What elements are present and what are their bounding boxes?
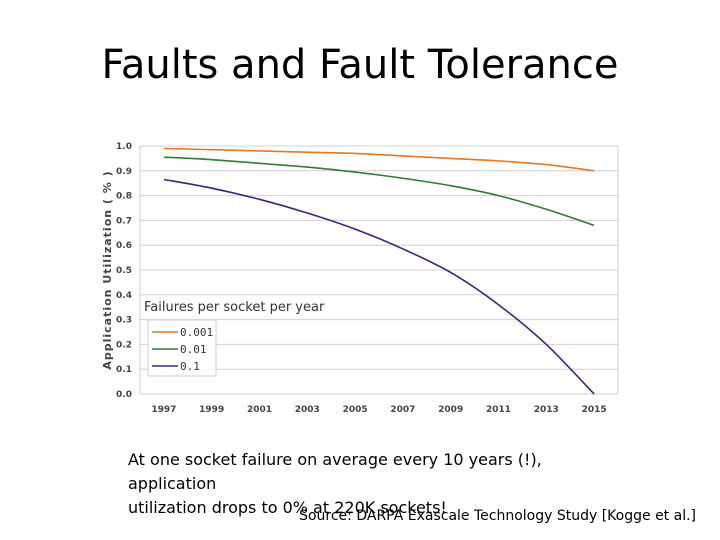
x-tick-label: 2015 [582,405,607,415]
x-tick-label: 2009 [438,405,463,415]
x-tick-label: 1997 [151,405,176,415]
y-tick-label: 0.4 [116,291,132,301]
legend-entry: 0.001 [180,326,213,339]
legend-entry: 0.01 [180,343,207,356]
legend-title-bg [142,298,392,314]
legend-title: Failures per socket per year [144,300,325,315]
series-line-0-1 [163,178,595,395]
x-tick-label: 2011 [486,405,511,415]
y-tick-label: 0.0 [116,390,132,400]
y-tick-label: 0.7 [116,216,132,226]
series-line-0-01 [163,156,595,227]
y-tick-label: 0.6 [116,241,132,251]
source-citation: Source: DARPA Exascale Technology Study … [299,508,696,524]
x-tick-label: 2005 [343,405,368,415]
x-tick-label: 2013 [534,405,559,415]
series-line-0-001 [163,147,595,172]
legend-entry: 0.1 [180,360,200,373]
utilization-chart: 0.0 0.1 0.2 0.3 0.4 0.5 0.6 0.7 0.8 0.9 1.0 1997 199… [98,128,628,418]
y-tick-label: 0.3 [116,316,132,326]
x-tick-label: 2001 [247,405,272,415]
x-tick-label: 2007 [390,405,415,415]
slide-title: Faults and Fault Tolerance [101,42,619,88]
y-axis-label: Application Utilization ( % ) [101,170,114,369]
x-tick-label: 2003 [295,405,320,415]
y-tick-label: 0.5 [116,266,132,276]
chart-svg: 0.0 0.1 0.2 0.3 0.4 0.5 0.6 0.7 0.8 0.9 1.0 1997 199… [101,142,619,415]
y-tick-label: 0.1 [116,365,132,375]
y-tick-label: 0.8 [116,192,132,202]
x-tick-label: 1999 [199,405,224,415]
y-tick-label: 0.9 [116,167,132,177]
y-tick-label: 1.0 [116,142,132,152]
caption: At one socket failure on average every 1… [128,448,628,520]
caption-line-2: utilization drops to 0% at 220K sockets! [128,498,447,517]
y-tick-label: 0.2 [116,340,132,350]
caption-line-1: At one socket failure on average every 1… [128,450,542,493]
